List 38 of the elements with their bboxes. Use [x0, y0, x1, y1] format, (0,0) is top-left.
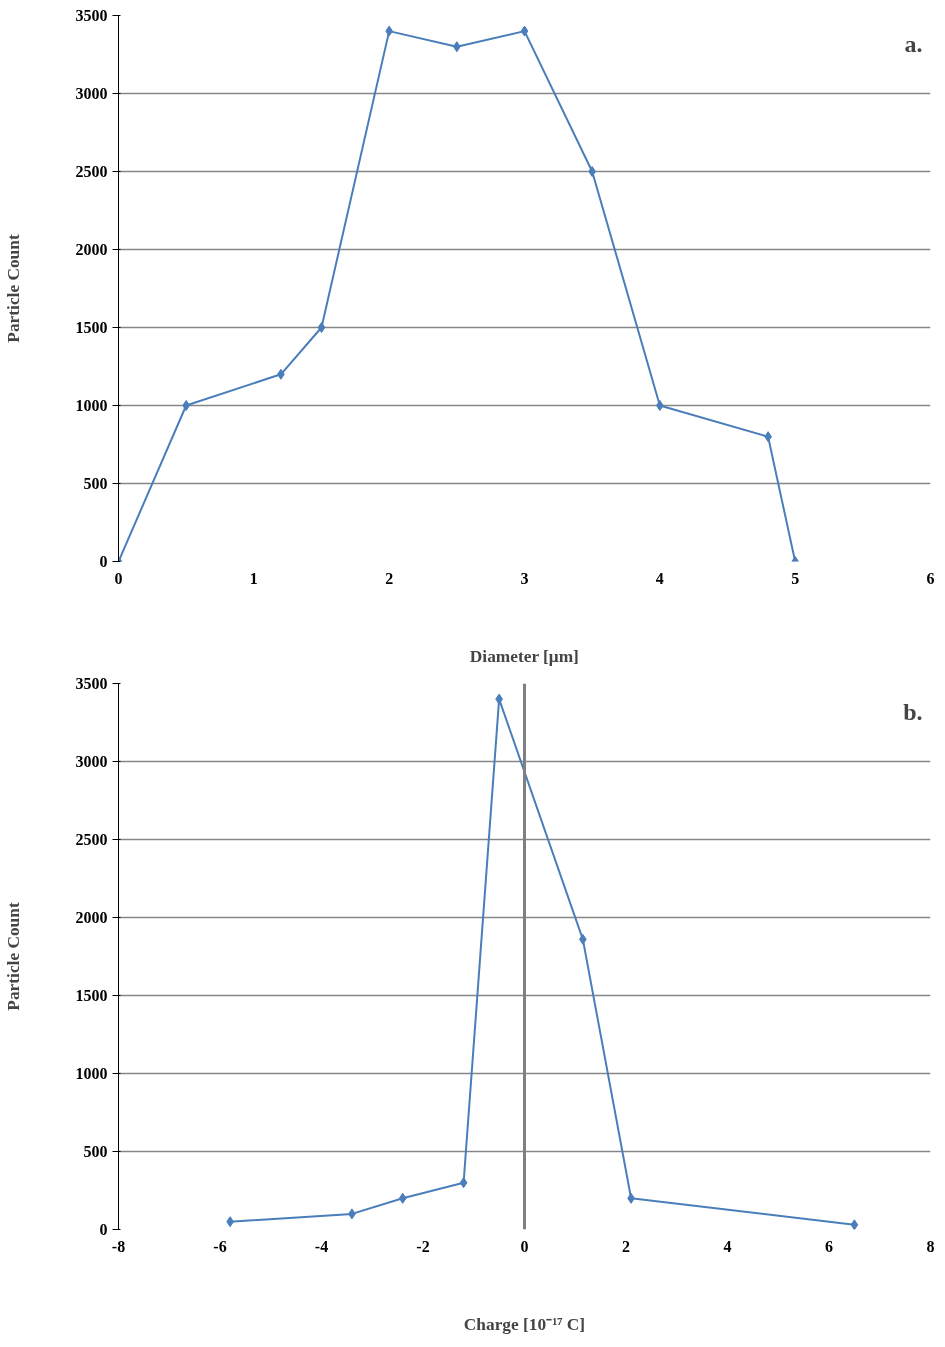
y-axis-title: Particle Count — [3, 234, 23, 343]
y-tick-label: 2500 — [75, 163, 108, 180]
y-tick-label: 0 — [99, 553, 108, 570]
y-tick-label: 1500 — [75, 319, 108, 336]
x-tick-label: -6 — [213, 1237, 227, 1255]
y-tick-label: 500 — [83, 1143, 108, 1160]
x-tick-label: 3 — [520, 569, 529, 587]
y-tick-label: 3500 — [75, 7, 108, 24]
x-axis-title: Diameter [μm] — [469, 646, 579, 666]
y-axis-title: Particle Count — [3, 902, 23, 1011]
x-tick-label: 0 — [520, 1237, 529, 1255]
y-tick-label: 3000 — [75, 753, 108, 770]
y-tick-label: 1500 — [75, 987, 108, 1004]
y-tick-label: 2000 — [75, 241, 108, 258]
x-tick-label: -2 — [416, 1237, 430, 1255]
y-tick-label: 1000 — [75, 1065, 108, 1082]
x-axis-title: Charge [10⁻¹⁷ C] — [463, 1314, 586, 1334]
y-tick-label: 3000 — [75, 85, 108, 102]
y-tick-label: 3500 — [75, 675, 108, 692]
x-tick-label: -8 — [111, 1237, 126, 1255]
y-tick-label: 500 — [83, 475, 108, 492]
y-tick-label: 2500 — [75, 831, 108, 848]
annotation: a. — [904, 30, 923, 57]
x-tick-label: 6 — [926, 569, 935, 587]
y-tick-label: 1000 — [75, 397, 108, 414]
annotation: b. — [903, 698, 923, 725]
x-tick-label: -4 — [314, 1237, 329, 1255]
y-tick-label: 0 — [99, 1221, 108, 1238]
x-tick-label: 4 — [655, 569, 664, 587]
x-tick-label: 6 — [825, 1237, 833, 1255]
x-tick-label: 0 — [114, 569, 123, 587]
x-tick-label: 4 — [723, 1237, 732, 1255]
x-tick-label: 1 — [249, 569, 258, 587]
x-tick-label: 2 — [385, 569, 394, 587]
y-tick-label: 2000 — [75, 909, 108, 926]
x-tick-label: 8 — [926, 1237, 935, 1255]
x-tick-label: 5 — [791, 569, 800, 587]
x-tick-label: 2 — [622, 1237, 630, 1255]
